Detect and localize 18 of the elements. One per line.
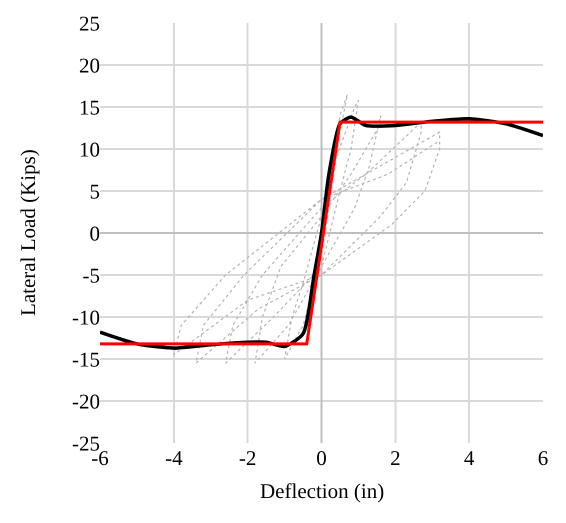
x-axis-title: Deflection (in) — [260, 479, 384, 503]
y-tick-label: 25 — [79, 11, 100, 36]
y-axis-title: Lateral Load (Kips) — [16, 149, 40, 316]
x-tick-label: 6 — [538, 446, 548, 470]
x-tick-label: -4 — [165, 446, 184, 470]
y-tick-label: -5 — [82, 263, 100, 288]
x-tick-label: 4 — [464, 446, 475, 470]
y-tick-label: 10 — [79, 137, 100, 162]
x-tick-label: 2 — [390, 446, 401, 470]
y-tick-label: -15 — [72, 347, 100, 372]
y-tick-label: -10 — [72, 305, 100, 330]
y-tick-label: 20 — [79, 53, 100, 78]
x-tick-label: 0 — [316, 446, 327, 470]
y-tick-label: 5 — [90, 179, 100, 204]
x-tick-label: -2 — [238, 446, 256, 470]
y-tick-label: 15 — [79, 95, 100, 120]
y-tick-label: -20 — [72, 389, 100, 414]
y-tick-label: 0 — [90, 221, 100, 246]
